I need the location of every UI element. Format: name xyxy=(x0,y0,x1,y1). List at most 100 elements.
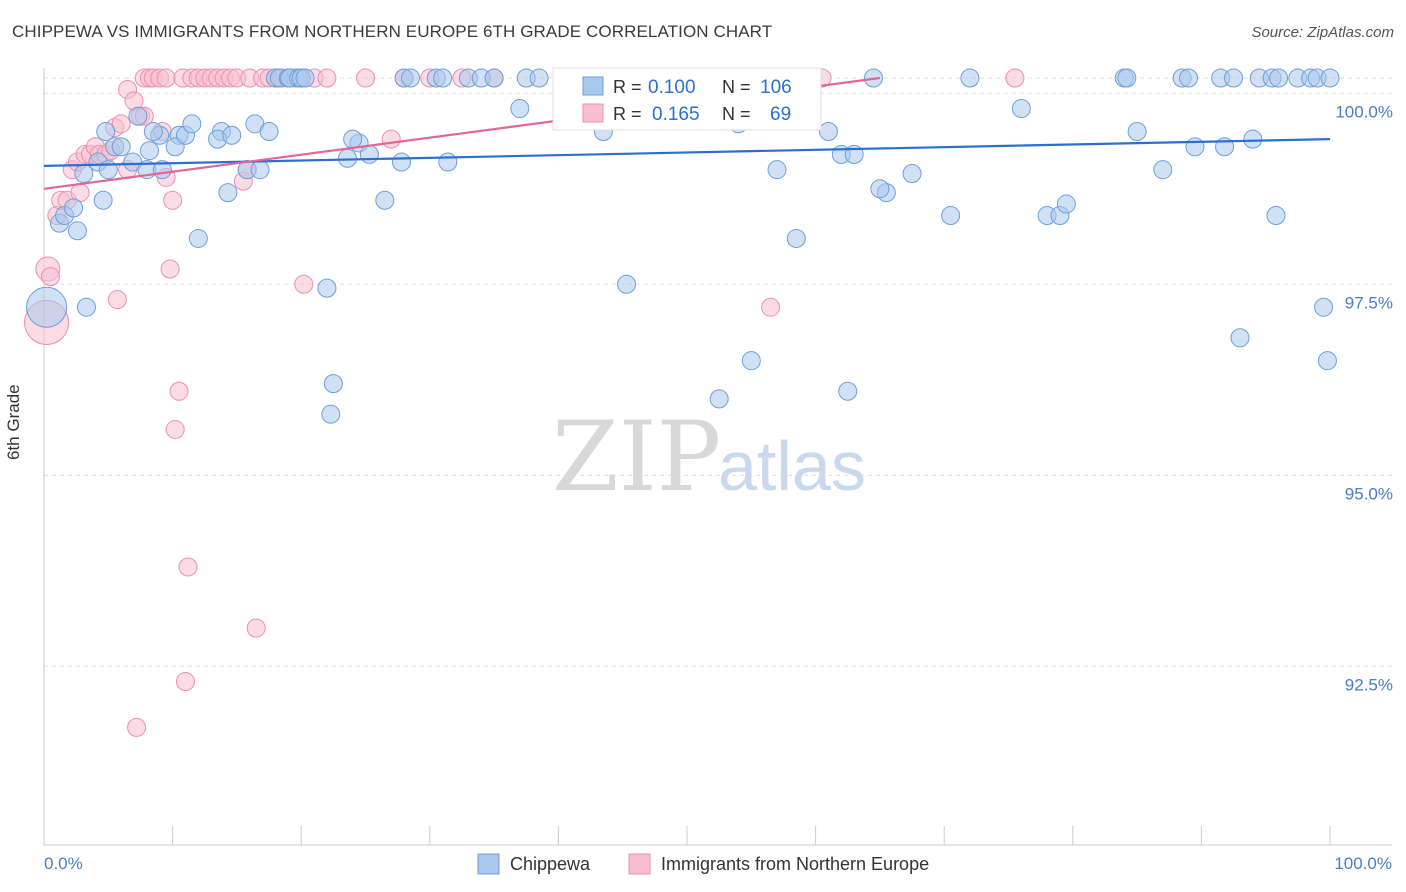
immigrants-point xyxy=(178,557,198,577)
chippewa-point xyxy=(295,68,315,88)
chippewa-point xyxy=(259,121,279,141)
x-ticks xyxy=(43,826,1331,845)
chippewa-point xyxy=(510,99,530,119)
immigrants-point xyxy=(107,290,127,310)
y-tick-label: 92.5% xyxy=(1345,675,1393,694)
chippewa-point xyxy=(250,160,270,180)
chippewa-point xyxy=(222,125,242,145)
immigrants-point xyxy=(381,129,401,149)
immigrants-point xyxy=(317,68,337,88)
chippewa-point xyxy=(870,179,890,199)
chippewa-point xyxy=(375,190,395,210)
chippewa-point xyxy=(709,389,729,409)
chart-title: CHIPPEWA VS IMMIGRANTS FROM NORTHERN EUR… xyxy=(12,22,773,41)
chippewa-point xyxy=(188,228,208,248)
chippewa-point xyxy=(1224,68,1244,88)
bottom-legend-swatch-pink xyxy=(628,853,651,875)
chippewa-point xyxy=(401,68,421,88)
chippewa-point xyxy=(1269,68,1289,88)
immigrants-point xyxy=(156,68,176,88)
chippewa-point xyxy=(67,221,87,241)
immigrants-point xyxy=(111,114,131,134)
chippewa-point xyxy=(484,68,504,88)
legend-r-label-1: R = xyxy=(613,77,642,97)
bottom-legend-label-immigrants: Immigrants from Northern Europe xyxy=(661,854,929,874)
immigrants-point xyxy=(163,190,183,210)
chippewa-point xyxy=(1011,99,1031,119)
y-tick-label: 100.0% xyxy=(1335,102,1393,121)
chippewa-point xyxy=(1243,129,1263,149)
chippewa-point xyxy=(786,228,806,248)
chippewa-point xyxy=(1320,68,1340,88)
legend-swatch-blue xyxy=(582,76,604,96)
chippewa-point xyxy=(1185,137,1205,157)
series-immigrants-points xyxy=(24,68,1025,737)
chippewa-point xyxy=(337,148,357,168)
legend-n-label-1: N = xyxy=(722,77,751,97)
immigrants-point xyxy=(169,381,189,401)
immigrants-point xyxy=(356,68,375,88)
watermark-atlas: atlas xyxy=(718,427,866,505)
chippewa-point xyxy=(1117,68,1137,88)
chippewa-point xyxy=(941,206,961,226)
chippewa-point xyxy=(139,141,159,161)
chippewa-point xyxy=(529,68,549,88)
x-tick-label-100: 100.0% xyxy=(1334,854,1392,873)
legend-r-value-1: 0.100 xyxy=(648,77,696,98)
chippewa-point xyxy=(767,160,787,180)
chippewa-point xyxy=(64,198,84,218)
y-tick-labels: 100.0% 97.5% 95.0% 92.5% xyxy=(1335,102,1393,694)
legend-swatch-pink xyxy=(582,103,604,123)
chippewa-point xyxy=(26,286,68,328)
chippewa-point xyxy=(1230,328,1250,348)
series-chippewa-points xyxy=(26,68,1340,424)
chippewa-point xyxy=(1153,160,1173,180)
chippewa-point xyxy=(359,144,379,164)
chippewa-point xyxy=(143,121,163,141)
chippewa-point xyxy=(343,129,363,149)
bottom-legend-swatch-blue xyxy=(477,853,500,875)
immigrants-point xyxy=(40,267,60,287)
chippewa-point xyxy=(1317,351,1337,371)
bottom-legend-label-chippewa: Chippewa xyxy=(510,854,591,874)
immigrants-point xyxy=(1005,68,1025,88)
bottom-legend: Chippewa Immigrants from Northern Europe xyxy=(477,853,929,875)
immigrants-point xyxy=(294,274,314,294)
chippewa-point xyxy=(1179,68,1199,88)
legend-n-value-2: 69 xyxy=(770,104,791,125)
immigrants-point xyxy=(127,717,147,737)
legend-n-value-1: 106 xyxy=(760,77,792,98)
chippewa-point xyxy=(317,278,337,298)
immigrants-point xyxy=(246,618,266,638)
chippewa-point xyxy=(323,374,343,394)
chippewa-point xyxy=(1056,194,1076,214)
immigrants-point xyxy=(761,297,781,317)
chippewa-point xyxy=(617,274,637,294)
chippewa-point xyxy=(218,183,238,203)
chippewa-point xyxy=(76,297,96,317)
chippewa-point xyxy=(818,121,838,141)
chippewa-point xyxy=(1314,297,1334,317)
legend-n-label-2: N = xyxy=(722,104,751,124)
y-tick-label: 97.5% xyxy=(1345,293,1393,312)
watermark-zip: ZIP xyxy=(552,401,721,513)
chippewa-point xyxy=(96,121,116,141)
chippewa-point xyxy=(838,381,858,401)
chippewa-point xyxy=(321,404,341,424)
chippewa-point xyxy=(960,68,980,88)
chippewa-point xyxy=(111,137,131,157)
chippewa-point xyxy=(741,351,761,371)
x-tick-label-0: 0.0% xyxy=(44,854,83,873)
chippewa-point xyxy=(902,164,922,183)
chippewa-point xyxy=(93,190,113,210)
immigrants-point xyxy=(175,672,195,692)
chippewa-point xyxy=(392,152,412,172)
legend-r-label-2: R = xyxy=(613,104,642,124)
chippewa-point xyxy=(438,152,458,172)
chippewa-point xyxy=(128,106,148,126)
immigrants-point xyxy=(160,259,180,279)
chippewa-point xyxy=(182,114,202,134)
stats-legend: R = 0.100 N = 106 R = 0.165 N = 69 xyxy=(552,67,822,131)
chippewa-point xyxy=(1266,206,1286,226)
